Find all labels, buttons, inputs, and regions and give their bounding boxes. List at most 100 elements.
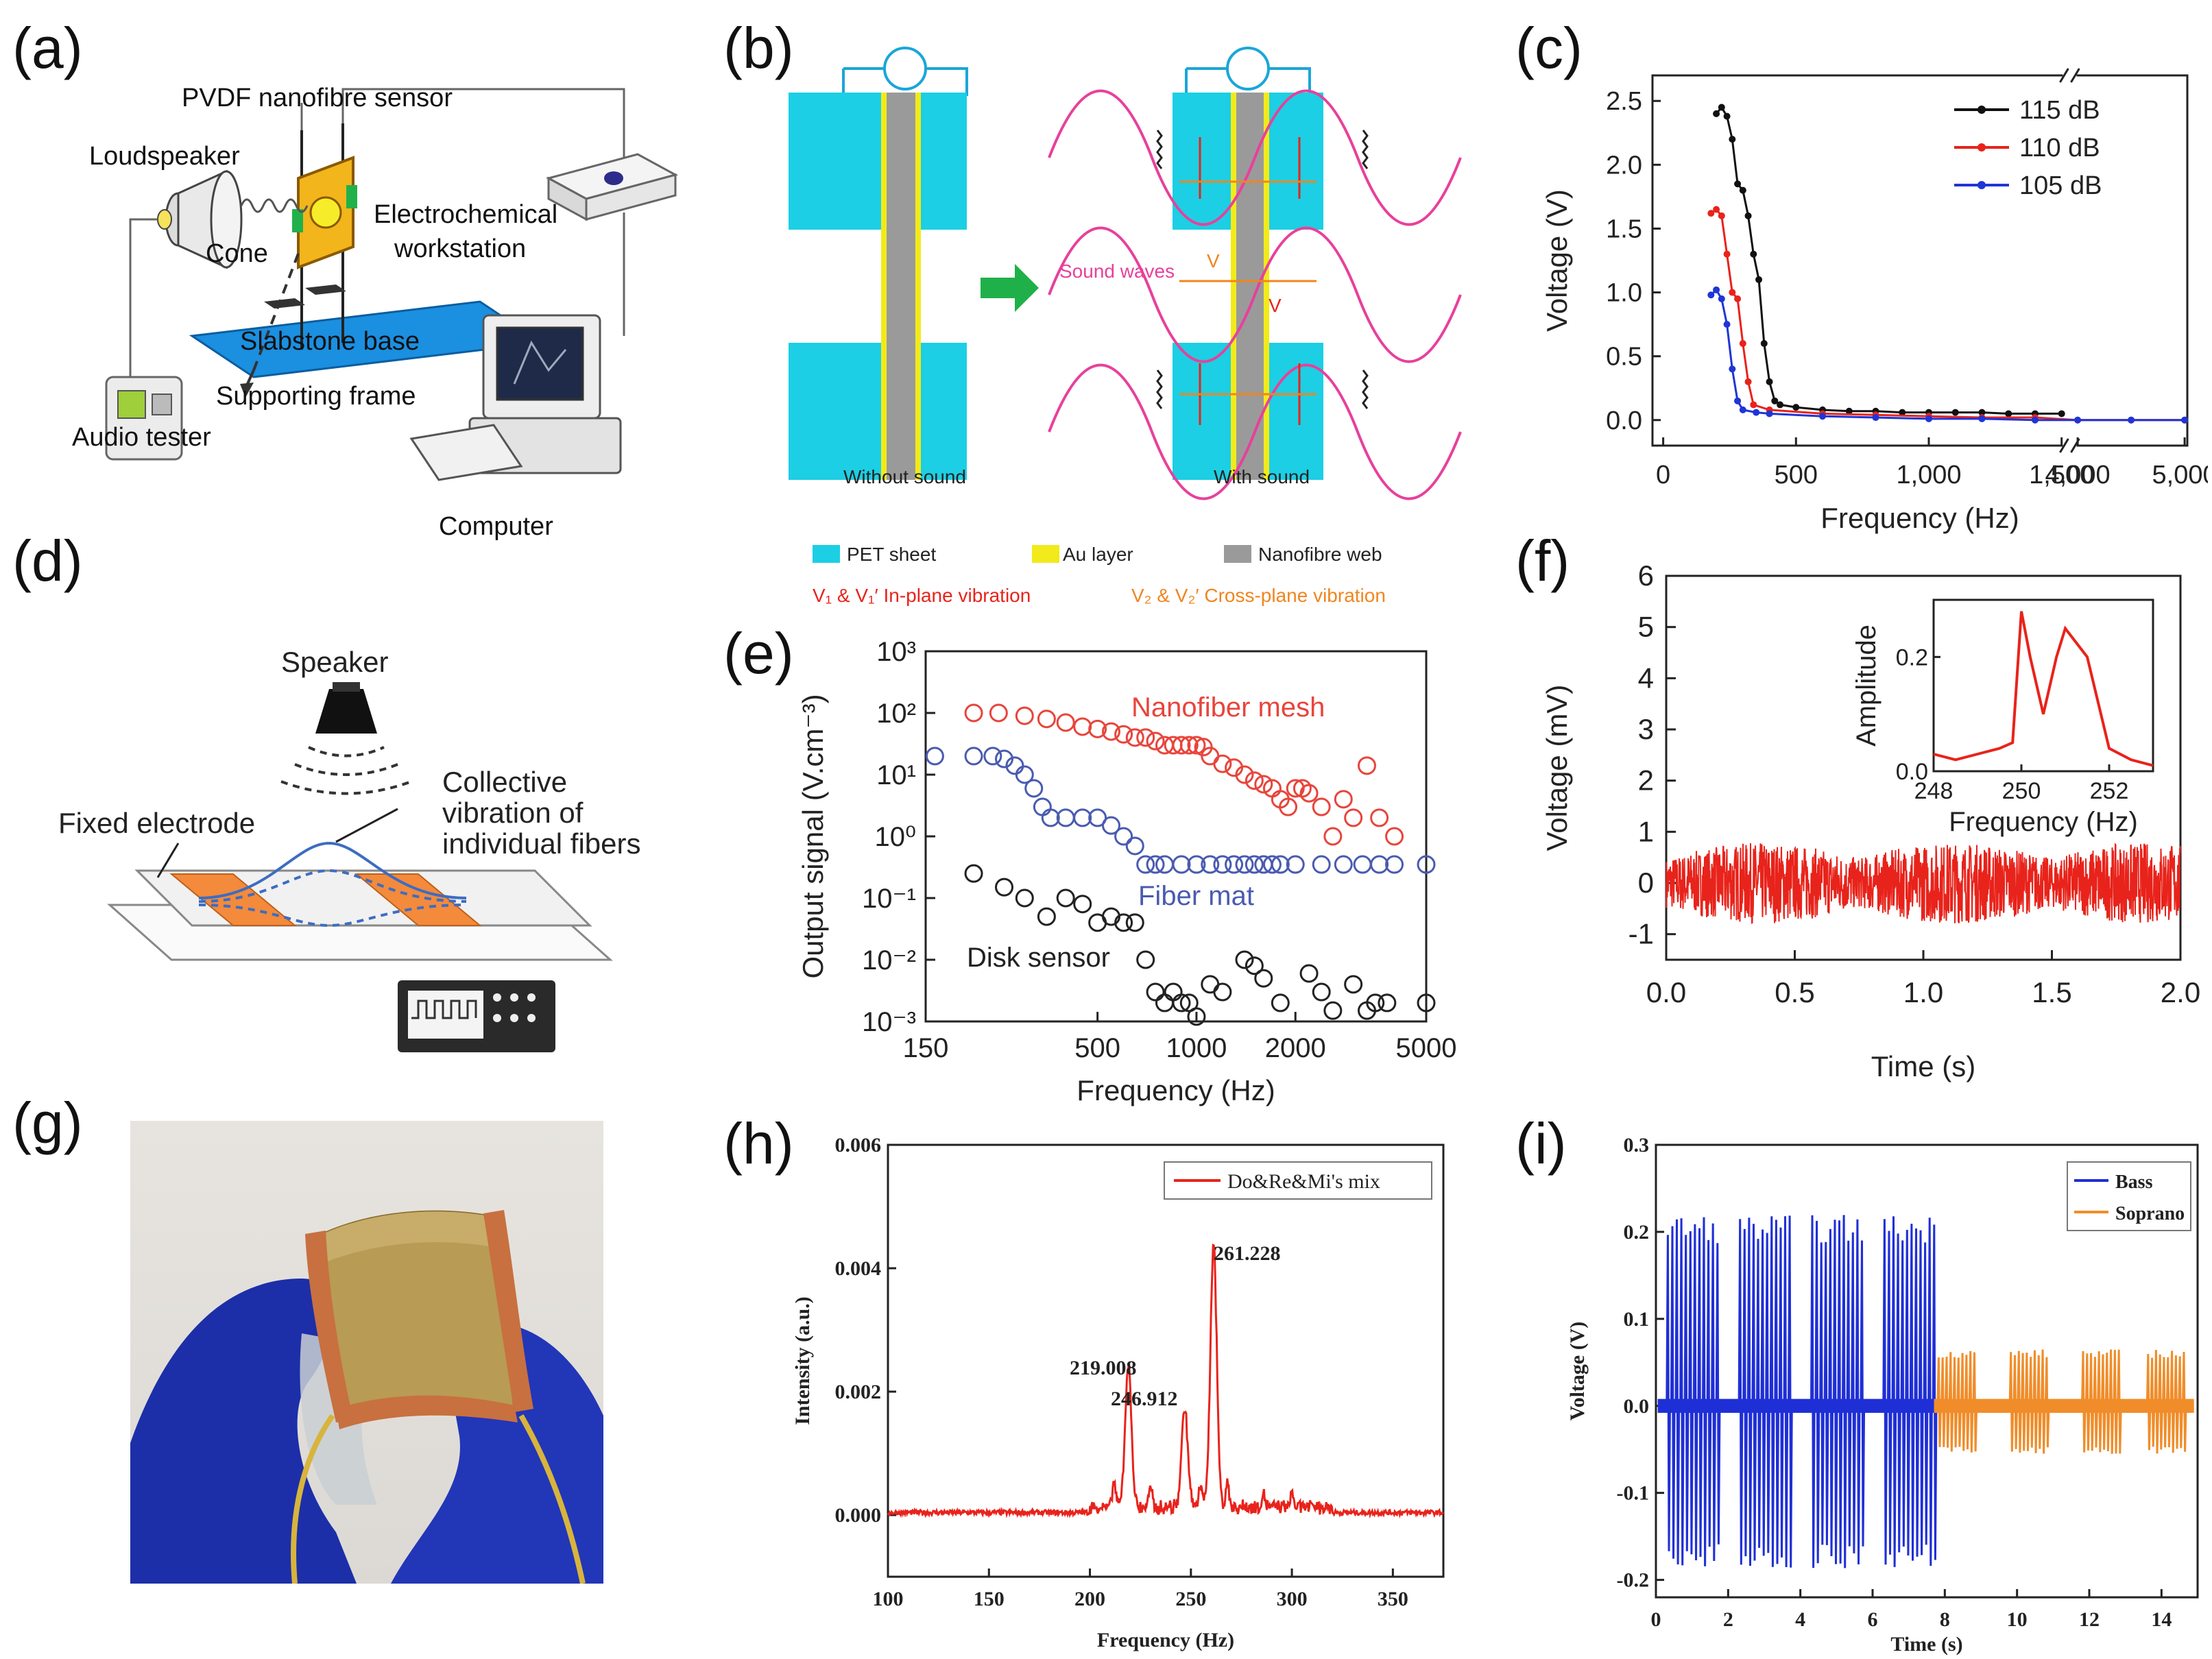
chart-c-series-line	[1715, 106, 2062, 415]
chart-h-peak1: 219.008	[1070, 1357, 1137, 1379]
chart-e-xtick-label: 5000	[1396, 1033, 1457, 1063]
chart-e-ytick-label: 10⁰	[874, 822, 916, 852]
chart-c-point	[2031, 416, 2039, 424]
chart-e-point	[1235, 765, 1254, 784]
chart-e-ytick-label: 10²	[876, 699, 916, 729]
chart-e-point	[1155, 993, 1174, 1013]
chart-c-point	[1771, 397, 1779, 404]
chart-c-point	[2128, 416, 2135, 424]
chart-h-ytick-label: 0.002	[835, 1381, 882, 1403]
chart-e-point	[1378, 993, 1397, 1013]
legend-pet: PET sheet	[847, 544, 936, 565]
label-slabstone: Slabstone base	[240, 327, 420, 356]
chart-e-point	[1114, 913, 1133, 932]
chart-e-point	[1235, 950, 1254, 969]
chart-c-point	[1792, 404, 1800, 411]
chart-e-point	[1015, 765, 1034, 784]
chart-c-point	[1899, 409, 1906, 416]
chart-h-ytick-label: 0.000	[835, 1504, 882, 1527]
chart-e-point	[995, 877, 1014, 897]
chart-i-xtick-label: 4	[1795, 1608, 1805, 1631]
sensor-photo-illustration	[130, 1210, 603, 1584]
label-pvdf-sensor: PVDF nanofibre sensor	[182, 84, 453, 112]
chart-i-burst	[1738, 1215, 1793, 1568]
chart-i-xtick-label: 10	[2007, 1608, 2028, 1631]
label-with-sound: With sound	[1214, 466, 1310, 487]
chart-e-point	[1323, 1001, 1343, 1020]
chart-i-burst	[2008, 1349, 2050, 1454]
chart-e-ytick-label: 10⁻²	[862, 945, 916, 976]
chart-e-point	[1056, 713, 1075, 732]
chart-c-point	[1872, 414, 1879, 422]
chart-c-point	[1729, 365, 1736, 373]
label-speaker: Speaker	[281, 646, 388, 678]
chart-c-point	[1734, 397, 1742, 404]
chart-e-xtick-label: 150	[903, 1033, 949, 1063]
chart-i-xtick-label: 0	[1651, 1608, 1661, 1631]
chart-f-xtick-label: 0.5	[1775, 976, 1814, 1008]
chart-e-point	[1024, 779, 1044, 798]
chart-c-legend-label: 115 dB	[2019, 96, 2100, 125]
chart-c-point	[1978, 409, 1986, 416]
chart-i-legend-soprano: Soprano	[2115, 1203, 2185, 1224]
chart-i-ytick-label: 0.0	[1624, 1395, 1650, 1418]
chart-e-point	[1136, 950, 1155, 969]
chart-e-point	[1213, 855, 1232, 874]
panel-b-schematic: Sound waves V V Without sound With sound…	[789, 47, 1462, 606]
panel-letter-a: (a)	[12, 16, 83, 80]
panel-letter-d: (d)	[12, 529, 83, 593]
chart-e-point	[1056, 888, 1075, 908]
chart-c-frame	[1651, 74, 2189, 447]
chart-c-legend-marker	[1977, 106, 1986, 114]
chart-c-point	[2005, 410, 2012, 417]
chart-c-point	[1845, 407, 1853, 415]
chart-e-point	[1101, 722, 1120, 741]
chart-i-ytick-label: -0.2	[1617, 1569, 1650, 1592]
chart-e-point	[964, 703, 983, 723]
chart-c-point	[1734, 295, 1742, 302]
without-sound-stack	[789, 67, 968, 480]
chart-c-xtick-label: 1,000	[1896, 461, 1961, 489]
chart-i-xlabel: Time (s)	[1890, 1633, 1962, 1656]
chart-c-point	[1766, 378, 1773, 385]
chart-c-point	[1718, 295, 1725, 302]
chart-e-point	[1312, 797, 1331, 816]
legend-au-swatch	[1032, 545, 1059, 563]
chart-i-ytick-label: 0.2	[1624, 1221, 1650, 1244]
chart-c-point	[1713, 206, 1720, 213]
chart-c-legend-marker	[1977, 143, 1986, 152]
chart-h-xtick-label: 250	[1175, 1588, 1206, 1610]
chart-i-xtick-label: 6	[1868, 1608, 1878, 1631]
chart-f-xtick-label: 1.0	[1903, 976, 1943, 1008]
chart-e-point	[1187, 736, 1206, 755]
label-without-sound: Without sound	[843, 466, 966, 487]
chart-e-point	[1037, 907, 1056, 926]
chart-c-xtick-label: 0	[1656, 461, 1670, 489]
label-fixed-electrode: Fixed electrode	[58, 807, 255, 839]
chart-e-ylabel: Output signal (V.cm⁻³)	[797, 694, 829, 978]
chart-e-point	[1312, 855, 1331, 874]
chart-e-point	[1366, 993, 1385, 1013]
chart-f-xlabel: Time (s)	[1871, 1050, 1975, 1082]
chart-e-xtick-label: 2000	[1265, 1033, 1326, 1063]
chart-f-ytick-label: 5	[1638, 611, 1654, 643]
chart-e-xlabel: Frequency (Hz)	[1077, 1074, 1275, 1106]
chart-e-point	[1417, 993, 1436, 1013]
chart-c-point	[1723, 250, 1731, 258]
panel-letter-c: (c)	[1515, 16, 1583, 80]
chart-c-axis-break	[2070, 438, 2080, 453]
chart-e-point	[1088, 719, 1107, 738]
chart-e-point	[1114, 827, 1133, 846]
chart-e-point	[1201, 975, 1220, 994]
legend-au: Au layer	[1063, 544, 1133, 565]
chart-c-ytick-label: 1.5	[1606, 215, 1642, 243]
chart-e-point	[989, 703, 1008, 723]
chart-c-point	[1739, 186, 1746, 194]
panel-d-diagram: Speaker Fixed electrode Collective vibra…	[58, 646, 641, 1052]
chart-c-point	[1744, 378, 1752, 385]
chart-h-xtick-label: 200	[1074, 1588, 1105, 1610]
chart-e-point	[1312, 982, 1331, 1002]
chart-h-frame	[887, 1143, 1445, 1578]
chart-e-point	[1114, 725, 1133, 744]
